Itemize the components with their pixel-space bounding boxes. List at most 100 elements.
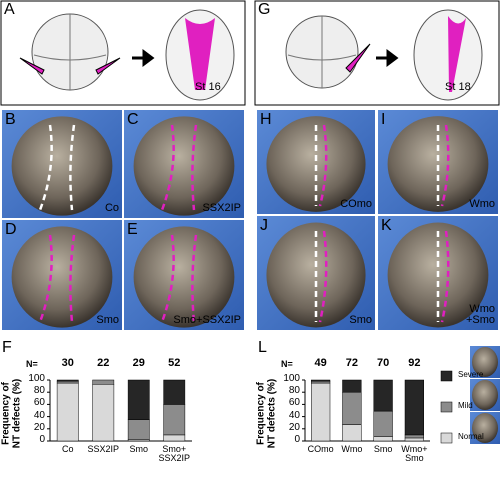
n-count: 30 <box>61 357 74 369</box>
panel-letter: H <box>260 111 272 128</box>
n-label: N= <box>26 359 38 369</box>
panel-letter: C <box>127 111 139 128</box>
y-axis-label: Frequency of NT defects (%) <box>0 378 23 449</box>
neural-fold <box>38 234 53 323</box>
photo-label: Smo <box>96 314 119 327</box>
neural-fold <box>160 234 175 323</box>
y-axis-label: Frequency of NT defects (%) <box>255 378 278 449</box>
neural-fold <box>69 234 76 323</box>
photo-label: Smo <box>349 314 372 327</box>
n-count: 29 <box>132 357 145 369</box>
bar-segment <box>373 410 393 437</box>
legend-label: Severe <box>458 370 484 379</box>
x-tick-label: Wmo+ Smo <box>401 444 428 464</box>
y-tick-label: 0 <box>39 434 45 445</box>
neural-fold <box>191 124 198 211</box>
bar-segment <box>404 379 424 436</box>
x-tick-label: Wmo <box>341 444 363 454</box>
bar-segment <box>311 380 331 384</box>
neural-fold <box>160 124 175 211</box>
y-tick-label: 100 <box>283 373 300 384</box>
y-tick-label: 60 <box>288 397 300 409</box>
panel-letter: G <box>258 1 271 18</box>
bar-segment <box>342 424 362 442</box>
neural-fold <box>69 124 76 211</box>
x-tick-label: Smo <box>129 444 148 454</box>
y-tick-label: 100 <box>28 373 45 384</box>
bar-segment <box>404 434 424 439</box>
n-label: N= <box>281 359 293 369</box>
stage-label: St 18 <box>445 81 471 93</box>
chart-title: F <box>2 339 12 356</box>
photo-label: COmo <box>340 198 372 211</box>
embryo <box>133 226 235 328</box>
n-count: 22 <box>97 357 110 369</box>
bar-segment <box>56 382 79 442</box>
bar-segment <box>311 382 331 442</box>
y-tick-label: 20 <box>33 421 45 433</box>
photo-label: Wmo <box>469 198 495 211</box>
bar-segment <box>127 379 150 420</box>
bar-segment <box>92 379 115 385</box>
panel-letter: A <box>4 1 15 18</box>
neural-fold <box>318 230 328 323</box>
neural-fold <box>191 234 198 323</box>
legend-swatch <box>440 401 453 413</box>
neural-fold <box>318 124 328 207</box>
panel-frame <box>254 0 500 106</box>
embryo <box>387 116 489 212</box>
bar-segment <box>373 379 393 412</box>
bar-segment <box>404 437 424 442</box>
embryo <box>266 116 366 212</box>
panel-letter: K <box>381 217 392 234</box>
schematic-a <box>19 9 235 101</box>
x-tick-label: Smo <box>373 444 393 454</box>
bar-segment <box>311 379 331 382</box>
y-tick-label: 40 <box>33 409 45 421</box>
embryo <box>11 226 113 328</box>
neural-fold <box>440 124 450 207</box>
photo-label: Co <box>104 202 119 215</box>
panel-letter: I <box>381 111 386 128</box>
legend-label: Normal <box>458 432 484 441</box>
embryo <box>133 116 235 216</box>
bar-segment <box>92 384 115 442</box>
bar-segment <box>56 379 79 382</box>
x-tick-label: Co <box>61 444 74 454</box>
bar-segment <box>163 404 186 436</box>
panel-letter: D <box>5 221 17 238</box>
stage-label: St 16 <box>195 81 221 93</box>
legend-thumbnails <box>470 346 500 444</box>
n-count: 72 <box>345 357 358 369</box>
panel-letter: J <box>260 217 268 234</box>
neural-fold <box>38 124 53 211</box>
panel-letter: E <box>127 221 138 238</box>
x-tick-label: Smo+ SSX2IP <box>158 444 191 464</box>
bar-segment <box>342 379 362 393</box>
x-tick-label: COmo <box>307 444 334 454</box>
photo-label: Wmo +Smo <box>465 302 495 327</box>
schematic-g <box>285 9 483 101</box>
legend-label: Mild <box>458 401 473 410</box>
panel-letter: B <box>5 111 16 128</box>
bar-segment <box>163 379 186 405</box>
legend-swatch <box>440 370 453 382</box>
bar-segment <box>127 419 150 441</box>
x-tick-label: SSX2IP <box>87 444 120 454</box>
n-count: 49 <box>314 357 327 369</box>
n-count: 92 <box>408 357 421 369</box>
y-tick-label: 80 <box>33 385 45 397</box>
y-tick-label: 20 <box>288 421 300 433</box>
y-tick-label: 60 <box>33 397 45 409</box>
y-tick-label: 0 <box>294 434 300 445</box>
y-tick-label: 80 <box>288 385 300 397</box>
bar-segment <box>163 434 186 442</box>
n-count: 70 <box>377 357 390 369</box>
photo-label: Smo+SSX2IP <box>173 314 241 327</box>
bar-segment <box>56 380 79 384</box>
photo-label: SSX2IP <box>202 202 241 215</box>
bar-segment <box>342 391 362 425</box>
legend-swatch <box>440 432 453 444</box>
